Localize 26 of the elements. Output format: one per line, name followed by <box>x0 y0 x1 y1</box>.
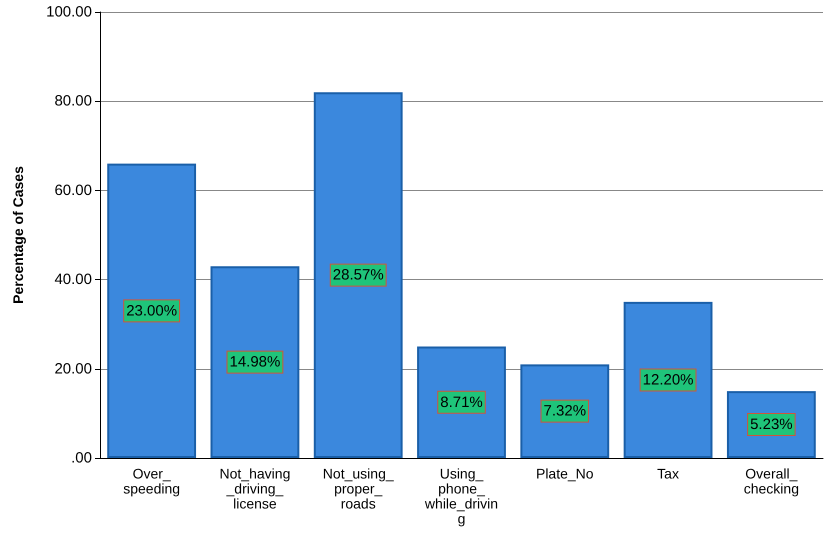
y-tick-label: 60.00 <box>54 182 92 199</box>
annotation: 23.00% <box>126 302 178 320</box>
annotation: 5.23% <box>750 416 793 434</box>
y-tick-label: 20.00 <box>54 360 92 378</box>
x-tick-label: Over_ speeding <box>123 466 180 496</box>
annotation: 12.20% <box>642 371 694 388</box>
x-tick-label: Plate_No <box>536 466 594 482</box>
bar <box>417 346 506 458</box>
x-tick-label: Not_having _driving_ license <box>220 466 290 512</box>
x-tick-label: Using_ phone_ while_drivin g <box>424 466 498 526</box>
y-tick-label: 80.00 <box>54 92 92 110</box>
bar <box>107 164 196 458</box>
y-axis-title: Percentage of Cases <box>10 166 26 304</box>
x-tick-label: Not_using_ proper_ roads <box>322 466 394 512</box>
y-tick-label: 40.00 <box>54 271 92 288</box>
bar <box>624 302 712 458</box>
bar <box>210 266 300 458</box>
y-tick-label: 100.00 <box>46 4 92 20</box>
bar <box>314 92 403 458</box>
annotation: 28.57% <box>332 266 384 284</box>
x-tick-label: Overall_ checking <box>744 466 799 496</box>
y-tick-label: .00 <box>71 450 92 466</box>
annotation: 7.32% <box>544 402 586 420</box>
annotation: 8.71% <box>440 394 483 411</box>
x-tick-label: Tax <box>657 466 679 482</box>
annotation: 14.98% <box>229 354 280 371</box>
